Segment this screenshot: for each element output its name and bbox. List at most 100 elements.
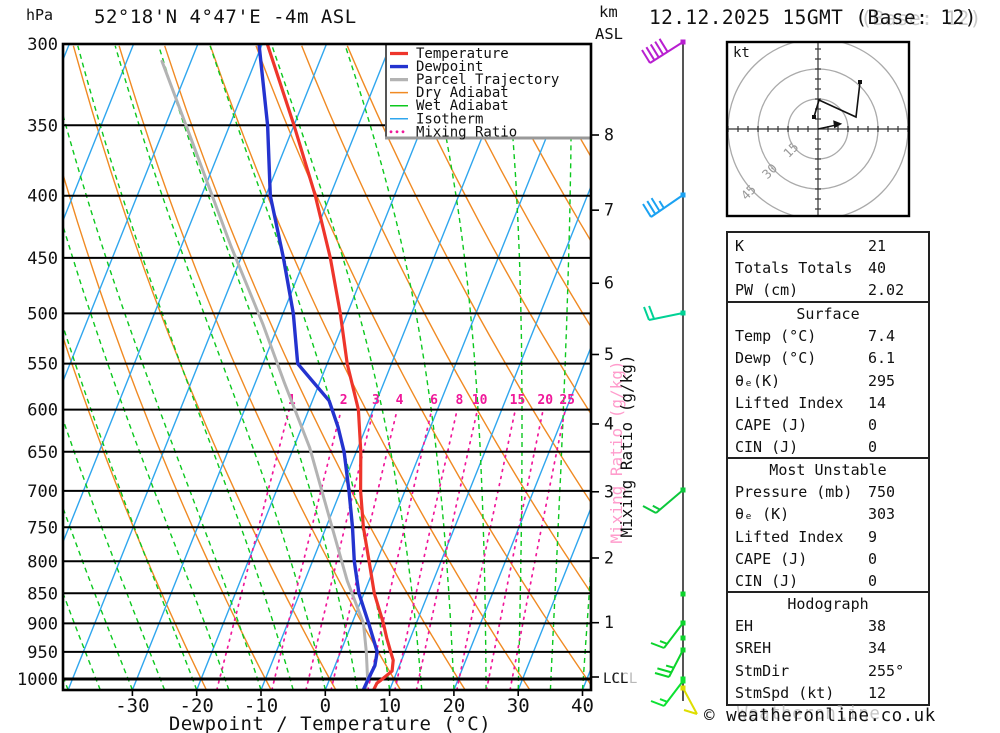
- svg-text:Dewpoint / Temperature (°C): Dewpoint / Temperature (°C): [169, 713, 491, 733]
- svg-text:Parcel Trajectory: Parcel Trajectory: [416, 72, 559, 88]
- svg-text:400: 400: [27, 187, 58, 207]
- table-row: EH 38: [728, 615, 928, 637]
- row-label: Lifted Index: [735, 527, 844, 546]
- svg-text:4: 4: [396, 393, 404, 408]
- table-row: K 21: [728, 235, 928, 257]
- table-row: θₑ(K) 295: [728, 370, 928, 392]
- row-value: 12: [868, 683, 887, 702]
- svg-text:10: 10: [472, 393, 488, 408]
- svg-text:40: 40: [571, 695, 594, 717]
- row-value: 295: [868, 371, 896, 390]
- row-label: Totals Totals: [735, 259, 853, 278]
- svg-text:25: 25: [559, 393, 575, 408]
- svg-text:20: 20: [537, 393, 553, 408]
- row-label: Dewp (°C): [735, 349, 817, 368]
- row-value: 0: [868, 438, 878, 457]
- wind-barb-column: [641, 38, 698, 715]
- svg-text:650: 650: [27, 443, 58, 463]
- svg-text:2: 2: [340, 393, 348, 408]
- table-title: Hodograph: [787, 595, 869, 613]
- table-row: Pressure (mb) 750: [728, 481, 928, 503]
- table-row: θₑ (K) 303: [728, 503, 928, 525]
- svg-text:30: 30: [759, 160, 780, 181]
- svg-text:0: 0: [320, 695, 331, 717]
- row-label: θₑ(K): [735, 371, 781, 390]
- datetime-main: 12.12.2025 15GMT: [649, 6, 856, 29]
- svg-text:800: 800: [27, 552, 58, 572]
- pressure-unit-label: hPa: [26, 6, 54, 24]
- sounding-curves: [160, 44, 395, 690]
- hodograph-table: Hodograph EH 38 SREH 34 StmDir 255° StmSpd (kt)…: [726, 591, 930, 706]
- valid-datetime: 12.12.2025 15GMT (Base: 12): [649, 6, 977, 29]
- svg-text:600: 600: [27, 401, 58, 421]
- svg-text:300: 300: [27, 35, 58, 55]
- table-row: Lifted Index 14: [728, 392, 928, 414]
- row-value: 255°: [868, 661, 905, 680]
- svg-text:20: 20: [442, 695, 465, 717]
- svg-text:45: 45: [738, 182, 759, 203]
- svg-text:900: 900: [27, 614, 58, 634]
- row-label: K: [735, 237, 745, 255]
- dewpoint-curve: [257, 44, 379, 690]
- svg-text:Temperature: Temperature: [416, 46, 509, 62]
- most-unstable-table: Most Unstable Pressure (mb) 750 θₑ (K) 303 Li…: [726, 457, 930, 595]
- row-value: 303: [868, 505, 896, 524]
- indices-table: K 21 Totals Totals 40 PW (cm) 2.02: [726, 231, 930, 307]
- svg-text:-10: -10: [244, 695, 278, 717]
- table-row: StmDir 255°: [728, 660, 928, 682]
- table-title: Most Unstable: [769, 461, 887, 479]
- svg-text:5: 5: [604, 345, 614, 364]
- wind-barb: [680, 685, 698, 715]
- temperature-curve: [265, 44, 395, 690]
- svg-text:kt: kt: [733, 45, 750, 61]
- row-value: 9: [868, 527, 878, 546]
- svg-text:500: 500: [27, 304, 58, 324]
- svg-text:Mixing Ratio (g/kg): Mixing Ratio (g/kg): [607, 360, 626, 543]
- watermark-ghost: Weatheronline: [737, 704, 881, 724]
- svg-text:Isotherm: Isotherm: [416, 111, 483, 127]
- svg-text:15: 15: [510, 393, 526, 408]
- svg-text:6: 6: [604, 274, 614, 293]
- table-row: Totals Totals 40: [728, 257, 928, 279]
- surface-table: Surface Temp (°C) 7.4 Dewp (°C) 6.1 θₑ(K) 295 L…: [726, 301, 930, 461]
- row-label: CAPE (J): [735, 415, 808, 434]
- table-row: SREH 34: [728, 637, 928, 659]
- row-value: 14: [868, 393, 887, 412]
- svg-text:-30: -30: [115, 695, 149, 717]
- station-title: 52°18'N 4°47'E -4m ASL: [94, 6, 357, 28]
- asl-label: ASL: [595, 25, 623, 43]
- row-label: PW (cm): [735, 281, 799, 300]
- table-row: Temp (°C) 7.4: [728, 325, 928, 347]
- svg-text:3: 3: [372, 393, 380, 408]
- row-value: 0: [868, 415, 878, 434]
- plot-border: [61, 42, 593, 692]
- row-value: 40: [868, 259, 887, 278]
- svg-text:6: 6: [430, 393, 438, 408]
- row-label: EH: [735, 617, 754, 636]
- wind-barb: [650, 678, 686, 707]
- row-value: 750: [868, 483, 896, 502]
- wind-barb: [641, 38, 686, 64]
- wind-barb: [642, 487, 686, 514]
- row-label: SREH: [735, 639, 772, 658]
- svg-text:-20: -20: [180, 695, 214, 717]
- table-row: CIN (J) 0: [728, 570, 928, 592]
- wind-barb: [654, 647, 686, 678]
- svg-text:550: 550: [27, 355, 58, 375]
- svg-text:LCL: LCL: [603, 671, 628, 687]
- svg-text:350: 350: [27, 116, 58, 136]
- row-value: 7.4: [868, 327, 896, 346]
- altitude-unit-label: km: [599, 3, 618, 21]
- row-label: Temp (°C): [735, 327, 817, 346]
- table-row: CAPE (J) 0: [728, 414, 928, 436]
- table-row: CAPE (J) 0: [728, 548, 928, 570]
- wind-barb: [650, 620, 686, 649]
- table-row: PW (cm) 2.02: [728, 279, 928, 301]
- wind-barb: [643, 305, 686, 321]
- svg-text:Wet Adiabat: Wet Adiabat: [416, 98, 509, 114]
- svg-text:Mixing Ratio (g/kg): Mixing Ratio (g/kg): [617, 354, 636, 537]
- svg-text:Dewpoint: Dewpoint: [416, 59, 483, 75]
- copyright: © weatheronline.co.uk: [704, 706, 936, 726]
